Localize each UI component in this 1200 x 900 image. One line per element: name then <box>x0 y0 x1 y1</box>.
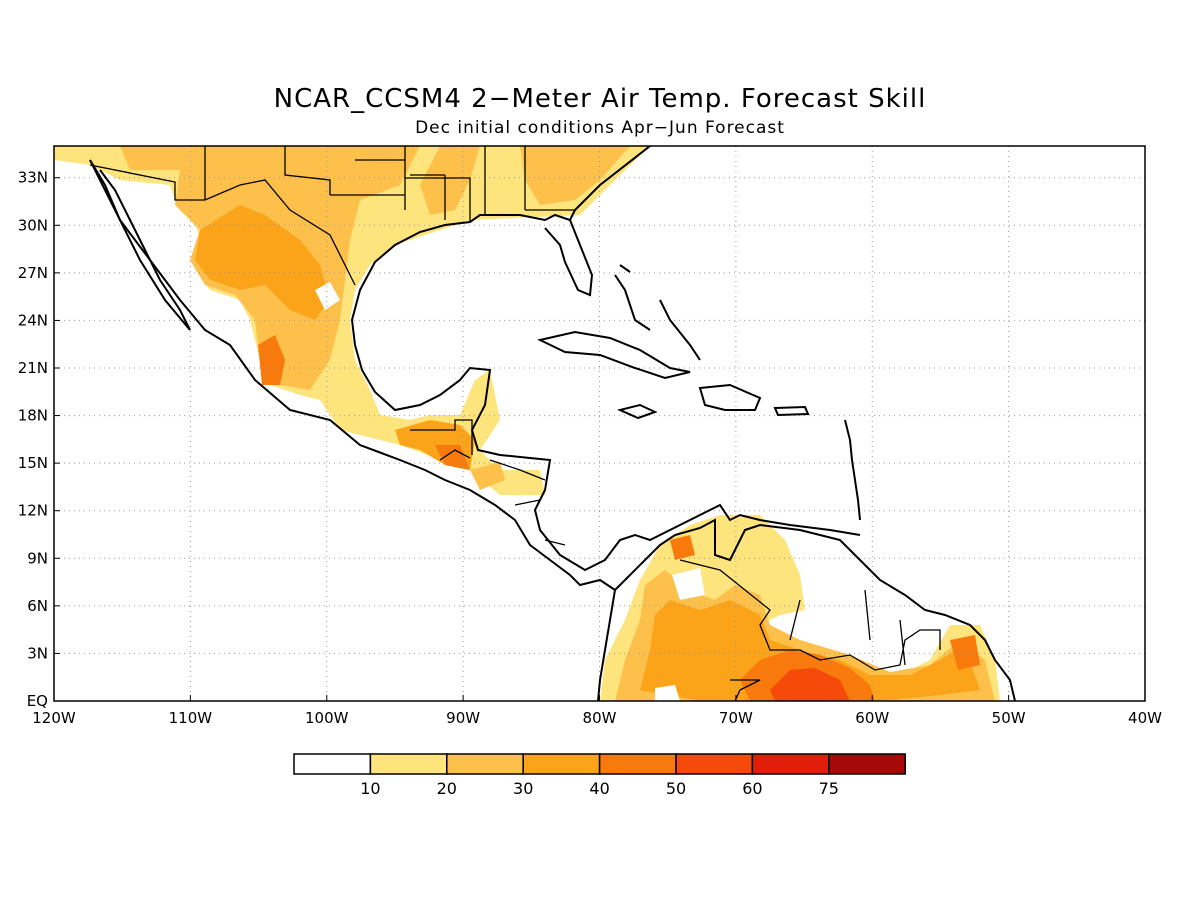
political-borders <box>89 146 941 701</box>
skill-gap-colombia <box>672 568 705 600</box>
coastline-puerto-rico <box>773 405 810 417</box>
colorbar: 10 20 30 40 50 60 75 <box>293 753 906 798</box>
border-guatemala <box>410 419 473 461</box>
coastline-bahamas <box>614 264 701 361</box>
skill-region-guatemala-core <box>435 445 470 470</box>
skill-region-amazon-core <box>770 668 850 701</box>
lat-tick-label: 21N <box>18 359 48 377</box>
colorbar-swatch <box>598 753 677 775</box>
colorbar-swatch <box>293 753 372 775</box>
colorbar-label: 30 <box>513 779 533 798</box>
lat-tick-label: 30N <box>18 216 48 234</box>
skill-region-honduras <box>470 462 505 490</box>
lon-tick-label: 40W <box>1128 709 1162 727</box>
skill-region-gulf-coast <box>420 146 480 215</box>
skill-region-southeast <box>520 146 630 205</box>
coastline-south-america <box>614 518 1016 701</box>
colorbar-swatch <box>446 753 524 775</box>
coastline-florida <box>544 219 594 297</box>
longitude-labels: 120W 110W 100W 90W 80W 70W 60W 50W 40W <box>32 695 1162 727</box>
lat-tick-label: 18N <box>18 407 48 425</box>
latitude-labels: 33N 30N 27N 24N 21N 18N 15N 12N 9N 6N 3N EQ <box>18 169 60 710</box>
lat-tick-label: 33N <box>18 169 48 187</box>
lon-tick-label: 110W <box>169 709 213 727</box>
colorbar-swatch <box>751 753 830 775</box>
skill-gap-amazon-west <box>655 685 680 701</box>
skill-region-colombia-north <box>670 535 695 560</box>
colorbar-swatch <box>675 753 754 775</box>
lat-tick-label: 3N <box>27 644 48 662</box>
coastline-baja <box>89 159 191 331</box>
lon-tick-label: 120W <box>32 709 76 727</box>
lat-tick-label: 12N <box>18 502 48 520</box>
colorbar-label: 60 <box>742 779 762 798</box>
skill-gap-mexico <box>315 282 340 310</box>
border-us-states <box>204 146 575 222</box>
lat-tick-label: 9N <box>27 549 48 567</box>
lat-tick-label: 15N <box>18 454 48 472</box>
colorbar-swatch <box>522 753 601 775</box>
skill-region-mexico-inner <box>195 205 330 320</box>
lon-tick-label: 90W <box>446 709 480 727</box>
skill-shading <box>54 146 1000 701</box>
lon-tick-label: 100W <box>305 709 349 727</box>
colorbar-label: 50 <box>666 779 686 798</box>
lat-tick-label: EQ <box>27 692 48 710</box>
lon-tick-label: 70W <box>719 709 753 727</box>
coastline-jamaica <box>616 403 658 420</box>
skill-region-south-america-inner <box>640 600 980 701</box>
colorbar-swatch <box>369 753 448 775</box>
colorbar-label: 20 <box>437 779 457 798</box>
map-title: NCAR_CCSM4 2−Meter Air Temp. Forecast Sk… <box>273 84 927 114</box>
coastline-pacific <box>89 159 616 591</box>
coastline-hispaniola <box>698 383 762 411</box>
skill-region-mexico-west <box>258 335 285 385</box>
border-central-america <box>489 459 566 546</box>
coastline-antilles <box>844 419 861 521</box>
lat-tick-label: 27N <box>18 264 48 282</box>
border-south-america <box>679 559 941 701</box>
coastline-colombia-west <box>597 589 616 701</box>
colorbar-label: 40 <box>589 779 609 798</box>
lon-tick-label: 60W <box>855 709 889 727</box>
colorbar-label: 10 <box>360 779 380 798</box>
colorbar-swatch <box>828 753 906 775</box>
lat-tick-label: 6N <box>27 597 48 615</box>
lon-tick-label: 50W <box>992 709 1026 727</box>
skill-region-guiana <box>950 635 980 670</box>
map-subtitle: Dec initial conditions Apr−Jun Forecast <box>415 118 785 138</box>
lon-tick-label: 80W <box>583 709 617 727</box>
grid-lines <box>54 146 1145 701</box>
colorbar-label: 75 <box>819 779 839 798</box>
border-us-mexico <box>89 164 356 286</box>
lat-tick-label: 24N <box>18 311 48 329</box>
coastline-cuba <box>536 330 691 380</box>
